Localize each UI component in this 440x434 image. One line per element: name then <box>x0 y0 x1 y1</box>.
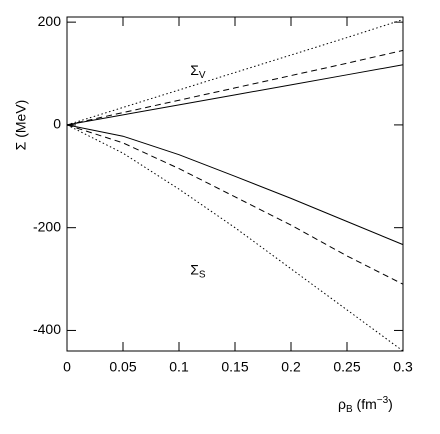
annotation: ΣV <box>190 62 206 81</box>
x-axis-label: ρB (fm−3) <box>338 395 393 415</box>
y-tick-label: -400 <box>33 321 61 337</box>
x-tick-label: 0.05 <box>109 359 136 375</box>
x-tick-label: 0.25 <box>333 359 360 375</box>
x-label-subscript: B <box>346 404 353 415</box>
annotation-subscript: V <box>199 70 206 81</box>
x-tick-label: 0.1 <box>169 359 189 375</box>
x-tick-label: 0.15 <box>221 359 248 375</box>
x-label-superscript: −3 <box>377 395 389 406</box>
annotation-symbol: Σ <box>190 62 199 78</box>
x-label-close: ) <box>388 396 393 412</box>
annotation-subscript: S <box>199 269 206 280</box>
data-line <box>66 49 404 126</box>
data-line <box>66 64 404 126</box>
x-tick-label: 0.3 <box>393 359 413 375</box>
x-tick-label: 0 <box>63 359 71 375</box>
data-line <box>66 124 404 285</box>
annotation-symbol: Σ <box>190 261 199 277</box>
x-label-unit: (fm <box>353 396 377 412</box>
x-label-symbol: ρ <box>338 396 346 412</box>
data-line <box>66 124 404 352</box>
plot-frame <box>66 16 404 352</box>
y-tick-label: 0 <box>53 116 61 132</box>
x-tick-label: 0.2 <box>281 359 301 375</box>
data-line <box>66 124 404 246</box>
data-line <box>66 19 404 126</box>
annotation: ΣS <box>190 261 206 280</box>
y-tick-label: 200 <box>38 13 62 29</box>
y-axis-label: Σ (MeV) <box>13 100 29 151</box>
y-tick-label: -200 <box>33 218 61 234</box>
